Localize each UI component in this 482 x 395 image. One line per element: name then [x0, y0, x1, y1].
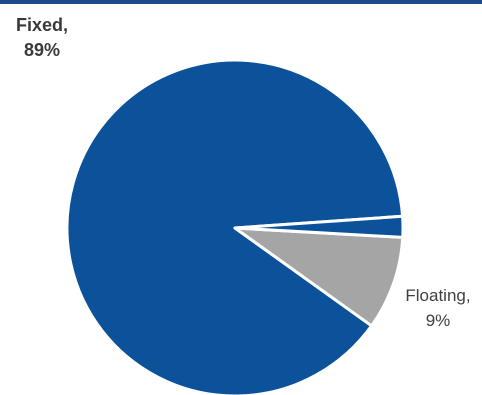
data-label-floating-name: Floating, — [405, 286, 471, 305]
data-label-fixed: Fixed, 89% — [8, 13, 76, 63]
pie-slice-floating-1 — [233, 226, 405, 328]
data-label-fixed-value: 89% — [23, 40, 61, 60]
data-label-fixed-name: Fixed, — [15, 15, 68, 35]
pie-slices — [65, 58, 405, 395]
top-border — [0, 0, 482, 4]
data-label-floating-value: 9% — [425, 311, 451, 330]
data-label-floating: Floating, 9% — [393, 283, 482, 333]
pie-slice-other-2 — [233, 214, 405, 239]
